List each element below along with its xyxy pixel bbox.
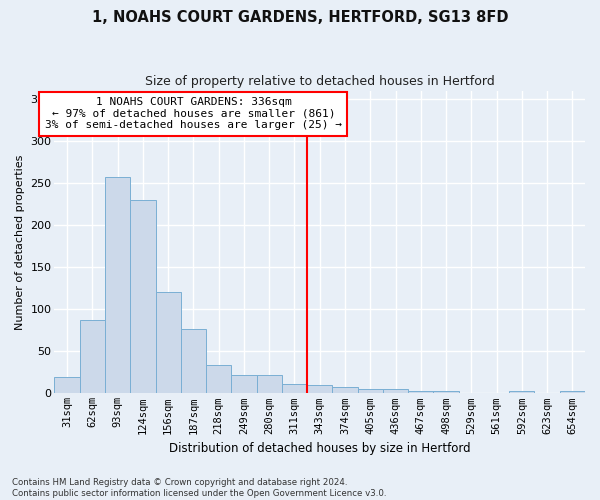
Bar [80, 320, 105, 394]
X-axis label: Distribution of detached houses by size in Hertford: Distribution of detached houses by size … [169, 442, 470, 455]
Bar [206, 365, 232, 394]
Bar [282, 384, 307, 394]
Bar [155, 292, 181, 394]
Title: Size of property relative to detached houses in Hertford: Size of property relative to detached ho… [145, 75, 494, 88]
Bar [232, 375, 257, 394]
Bar [257, 375, 282, 394]
Bar [509, 391, 535, 394]
Bar [181, 330, 206, 394]
Y-axis label: Number of detached properties: Number of detached properties [15, 154, 25, 330]
Text: Contains HM Land Registry data © Crown copyright and database right 2024.
Contai: Contains HM Land Registry data © Crown c… [12, 478, 386, 498]
Bar [307, 385, 332, 394]
Bar [55, 376, 80, 394]
Text: 1, NOAHS COURT GARDENS, HERTFORD, SG13 8FD: 1, NOAHS COURT GARDENS, HERTFORD, SG13 8… [92, 10, 508, 25]
Bar [560, 391, 585, 394]
Bar [130, 200, 155, 394]
Bar [358, 389, 383, 394]
Bar [383, 389, 408, 394]
Bar [408, 391, 433, 394]
Text: 1 NOAHS COURT GARDENS: 336sqm
← 97% of detached houses are smaller (861)
3% of s: 1 NOAHS COURT GARDENS: 336sqm ← 97% of d… [45, 98, 342, 130]
Bar [332, 386, 358, 394]
Bar [105, 177, 130, 394]
Bar [433, 391, 458, 394]
